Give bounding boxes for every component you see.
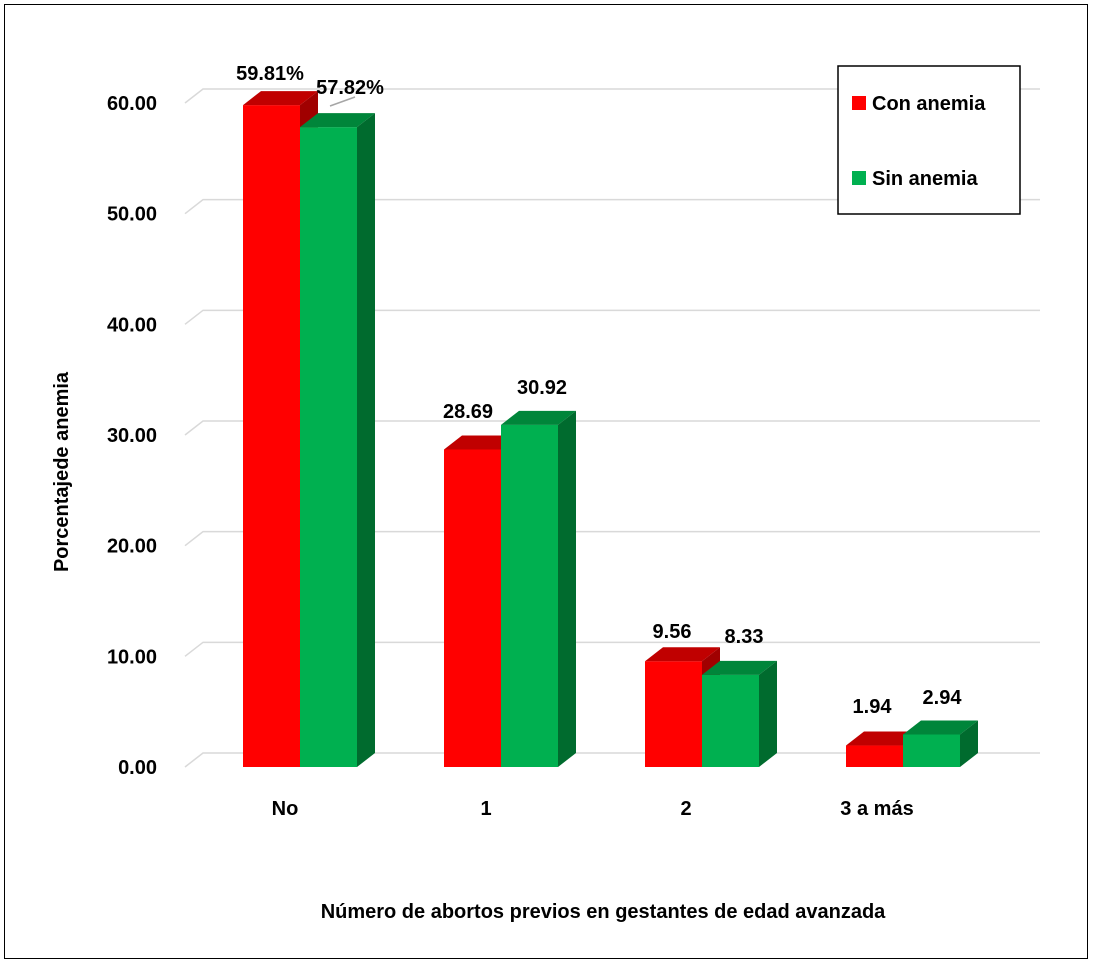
data-label-sin-anemia-2: 8.33 bbox=[725, 626, 764, 648]
label-leader-line bbox=[329, 96, 356, 107]
gridline bbox=[184, 309, 1040, 325]
legend-label-con-anemia: Con anemia bbox=[872, 93, 986, 115]
gridline bbox=[184, 420, 1040, 436]
data-labels: 59.81% 57.82% 28.69 30.92 9.56 8.33 1.94 2.94 bbox=[236, 63, 962, 718]
data-label-con-anemia-no: 59.81% bbox=[236, 63, 304, 85]
bar-sin-anemia-3-a-m-s bbox=[903, 720, 978, 767]
bar-sin-anemia-2 bbox=[702, 660, 777, 767]
bar-top bbox=[846, 731, 921, 746]
data-label-con-anemia-2: 9.56 bbox=[653, 621, 692, 643]
gridline bbox=[184, 198, 1040, 215]
y-tick-label: 40.00 bbox=[107, 314, 157, 336]
y-tick-label: 60.00 bbox=[107, 93, 157, 115]
gridline bbox=[184, 641, 1040, 657]
category-label-3-a-m-s: 3 a más bbox=[840, 798, 913, 820]
y-tick-label: 30.00 bbox=[107, 425, 157, 447]
bar-side bbox=[960, 720, 978, 767]
bar-side bbox=[357, 113, 375, 767]
data-label-con-anemia-3-a-m-s: 1.94 bbox=[853, 696, 893, 718]
legend-box bbox=[837, 65, 1021, 215]
y-axis-ticks: 0.00 10.00 20.00 30.00 40.00 50.00 60.00 bbox=[107, 93, 157, 779]
category-label-no: No bbox=[272, 798, 299, 820]
y-tick-label: 50.00 bbox=[107, 204, 157, 226]
bar-front bbox=[501, 424, 558, 767]
bar-front bbox=[444, 449, 501, 767]
bar-front bbox=[243, 105, 300, 768]
bar-front bbox=[300, 127, 357, 767]
category-labels: No 1 2 3 a más bbox=[272, 798, 914, 820]
bar-top bbox=[300, 113, 375, 128]
data-label-sin-anemia-no: 57.82% bbox=[316, 77, 384, 99]
bar-front bbox=[645, 661, 702, 767]
x-axis-title: Número de abortos previos en gestantes d… bbox=[321, 901, 886, 923]
bar-top bbox=[243, 91, 318, 106]
gridline bbox=[184, 530, 1040, 547]
bar-top bbox=[444, 435, 519, 450]
bar-top bbox=[702, 660, 777, 675]
data-label-sin-anemia-1: 30.92 bbox=[517, 377, 567, 399]
bar-sin-anemia-no bbox=[300, 113, 375, 767]
bar-side bbox=[558, 410, 576, 767]
data-label-con-anemia-1: 28.69 bbox=[443, 401, 493, 423]
y-tick-label: 20.00 bbox=[107, 536, 157, 558]
category-label-2: 2 bbox=[680, 798, 691, 820]
bar-top bbox=[903, 720, 978, 735]
bars bbox=[243, 91, 978, 768]
chart-frame bbox=[4, 4, 1088, 959]
y-axis-title: Porcentajede anemia bbox=[51, 371, 73, 572]
bar-sin-anemia-1 bbox=[501, 410, 576, 767]
bar-front bbox=[846, 745, 903, 767]
category-label-1: 1 bbox=[480, 798, 491, 820]
bar-front bbox=[903, 734, 960, 767]
legend-label-sin-anemia: Sin anemia bbox=[872, 168, 978, 190]
legend: Con anemia Sin anemia bbox=[837, 65, 1021, 215]
bar-front bbox=[702, 674, 759, 767]
legend-swatch-sin-anemia bbox=[852, 171, 866, 185]
bar-side bbox=[759, 660, 777, 767]
bar-top bbox=[501, 410, 576, 425]
gridline bbox=[184, 88, 1040, 104]
y-tick-label: 10.00 bbox=[107, 646, 157, 668]
legend-swatch-con-anemia bbox=[852, 96, 866, 110]
data-label-sin-anemia-3-a-m-s: 2.94 bbox=[923, 687, 963, 709]
bar-top bbox=[645, 647, 720, 662]
y-tick-label: 0.00 bbox=[118, 757, 157, 779]
